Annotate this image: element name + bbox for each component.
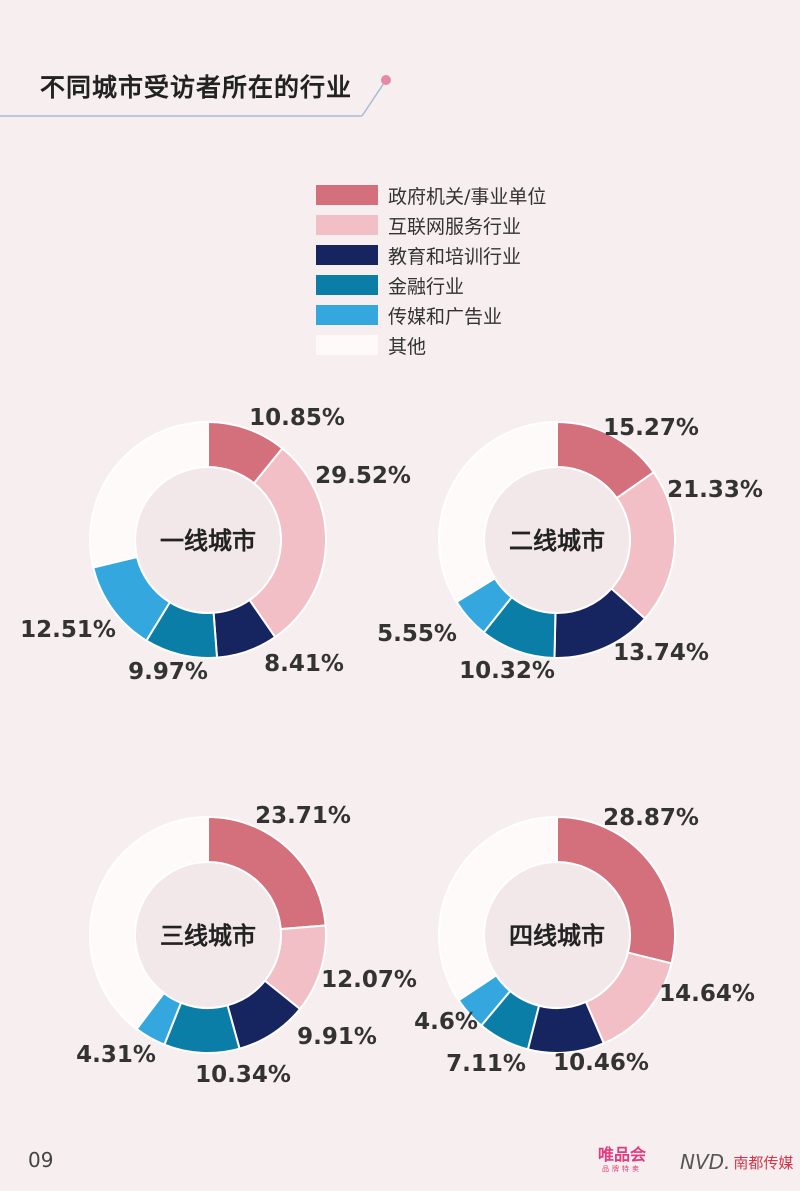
donut-slice-other xyxy=(89,420,209,569)
donut-chart: 三线城市 23.71% 12.07% 9.91%10.34% 4.31% xyxy=(76,803,417,1088)
legend-swatch xyxy=(316,245,378,265)
donut-center xyxy=(485,468,629,612)
donut-slice-other xyxy=(89,815,209,1031)
data-label: 9.91% xyxy=(297,1024,377,1050)
data-label: 12.07% xyxy=(321,967,417,993)
title-accent-dot xyxy=(381,75,391,85)
data-label: 4.6% xyxy=(414,1009,478,1035)
brand-nd-logo: NVD. 南都传媒 xyxy=(680,1150,793,1174)
data-label: 10.32% xyxy=(459,658,555,684)
data-label: 7.11% xyxy=(446,1051,526,1077)
donut-slice-gov xyxy=(556,815,676,965)
brand-nd-name: 南都传媒 xyxy=(733,1153,794,1172)
chart-center-label: 三线城市 xyxy=(160,922,256,950)
data-label: 12.51% xyxy=(20,617,116,643)
data-label: 23.71% xyxy=(255,803,351,829)
data-label: 10.46% xyxy=(553,1050,649,1076)
donut-chart: 二线城市 15.27% 21.33% 13.74% 10.32%5.55% xyxy=(377,415,763,684)
donut-center xyxy=(485,863,629,1007)
donut-chart: 一线城市 10.85% 29.52% 8.41% 9.97% 12.51% xyxy=(20,405,411,685)
donut-slice-other xyxy=(438,815,558,1002)
title-rule xyxy=(0,75,391,117)
donut-slice-other xyxy=(438,420,558,604)
legend-item-education: 教育和培训行业 xyxy=(316,240,546,270)
legend-label: 传媒和广告业 xyxy=(388,305,503,328)
brand-vip-tag: 品牌特卖 xyxy=(602,1165,642,1173)
data-label: 29.52% xyxy=(315,463,411,489)
legend-label: 互联网服务行业 xyxy=(388,215,522,238)
legend-swatch xyxy=(316,185,378,205)
legend: 政府机关/事业单位 互联网服务行业 教育和培训行业 金融行业 传媒和广告业 其他 xyxy=(316,180,546,360)
title-underline-slant xyxy=(361,79,387,117)
data-label: 28.87% xyxy=(603,805,699,831)
data-label: 9.97% xyxy=(128,659,208,685)
data-label: 5.55% xyxy=(377,621,457,647)
legend-swatch xyxy=(316,275,378,295)
data-label: 15.27% xyxy=(603,415,699,441)
legend-item-finance: 金融行业 xyxy=(316,270,546,300)
donut-center xyxy=(136,863,280,1007)
data-label: 10.34% xyxy=(195,1062,291,1088)
data-label: 21.33% xyxy=(667,477,763,503)
nd-logo-mark: NVD. xyxy=(680,1150,731,1174)
legend-item-media: 传媒和广告业 xyxy=(316,300,546,330)
legend-swatch xyxy=(316,305,378,325)
donut-center xyxy=(136,468,280,612)
legend-label: 政府机关/事业单位 xyxy=(388,185,547,208)
data-label: 10.85% xyxy=(249,405,345,431)
legend-swatch xyxy=(316,215,378,235)
legend-item-other: 其他 xyxy=(316,330,546,360)
legend-label: 其他 xyxy=(388,335,427,358)
legend-item-internet: 互联网服务行业 xyxy=(316,210,546,240)
chart-center-label: 一线城市 xyxy=(160,527,256,555)
legend-label: 教育和培训行业 xyxy=(388,245,522,268)
donut-slice-internet xyxy=(248,446,327,639)
data-label: 8.41% xyxy=(264,651,344,677)
legend-label: 金融行业 xyxy=(388,275,465,298)
data-label: 14.64% xyxy=(659,981,755,1007)
data-label: 13.74% xyxy=(613,640,709,666)
page-title: 不同城市受访者所在的行业 xyxy=(40,73,353,102)
data-label: 4.31% xyxy=(76,1042,156,1068)
legend-swatch xyxy=(316,335,378,355)
brand-vip-logo: 唯品会 品牌特卖 xyxy=(598,1146,646,1174)
chart-center-label: 二线城市 xyxy=(509,527,605,555)
legend-item-gov: 政府机关/事业单位 xyxy=(316,180,546,210)
brand-vip-name: 唯品会 xyxy=(598,1145,647,1164)
page-number: 09 xyxy=(28,1148,54,1172)
donut-chart: 四线城市 28.87% 14.64% 10.46% 7.11% 4.6% xyxy=(414,805,755,1077)
chart-center-label: 四线城市 xyxy=(509,922,605,950)
